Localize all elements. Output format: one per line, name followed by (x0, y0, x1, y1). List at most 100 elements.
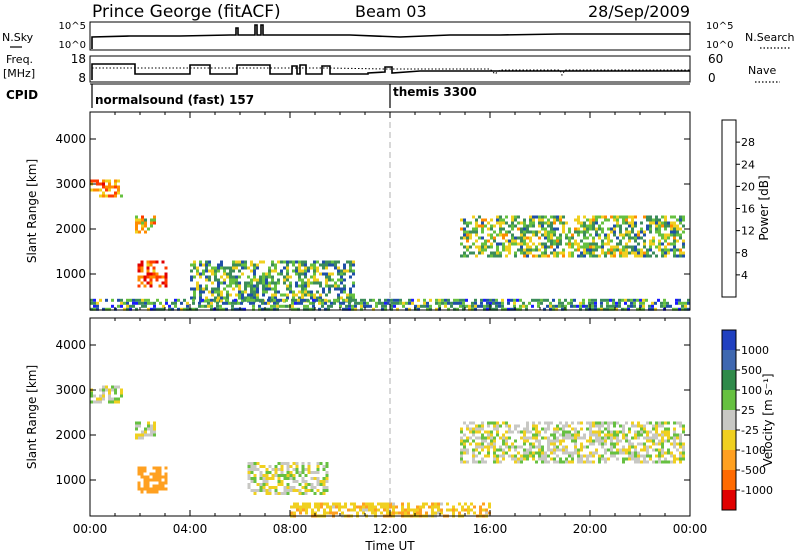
velocity-echo-cell (679, 439, 682, 443)
power-echo-cell (675, 301, 678, 305)
power-echo-cell (532, 224, 535, 228)
power-echo-cell (556, 236, 559, 240)
velocity-echo-cell (322, 480, 326, 483)
velocity-echo-cell (502, 451, 505, 455)
power-echo-cell (250, 284, 253, 288)
power-echo-cell (289, 284, 292, 288)
power-echo-cell (519, 304, 522, 308)
power-echo-cell (520, 245, 523, 249)
power-echo-cell (402, 304, 405, 308)
power-echo-cell (96, 188, 99, 192)
velocity-echo-cell (646, 451, 649, 455)
power-echo-cell (660, 301, 663, 305)
velocity-echo-cell (296, 505, 299, 509)
power-echo-cell (631, 215, 634, 219)
velocity-echo-cell (535, 427, 538, 431)
power-echo-cell (298, 284, 301, 288)
power-echo-cell (655, 245, 658, 249)
power-echo-cell (471, 304, 474, 308)
power-echo-cell (655, 218, 658, 222)
velocity-echo-cell (664, 451, 667, 455)
power-echo-cell (649, 215, 652, 219)
power-echo-cell (241, 296, 244, 300)
power-echo-cell (544, 215, 547, 219)
velocity-echo-cell (670, 451, 673, 455)
velocity-echo-cell (676, 433, 679, 437)
power-echo-cell (589, 218, 592, 222)
power-echo-cell (276, 298, 279, 302)
power-echo-cell (273, 298, 276, 302)
velocity-echo-cell (613, 442, 616, 446)
power-echo-cell (306, 307, 309, 311)
power-echo-cell (321, 304, 324, 308)
velocity-echo-cell (586, 454, 589, 458)
velocity-echo-cell (150, 430, 153, 434)
power-echo-cell (576, 304, 579, 308)
velocity-echo-cell (652, 427, 655, 431)
velocity-echo-cell (598, 433, 601, 437)
power-echo-cell (202, 290, 205, 294)
velocity-echo-cell (523, 448, 526, 452)
power-echo-cell (202, 287, 205, 291)
power-echo-cell (622, 233, 625, 237)
power-echo-cell (529, 218, 532, 222)
velocity-echo-cell (431, 508, 434, 512)
velocity-echo-cell (147, 421, 150, 425)
velocity-echo-cell (532, 427, 535, 431)
power-echo-cell (460, 242, 463, 246)
velocity-echo-cell (589, 430, 592, 434)
power-echo-cell (381, 307, 384, 311)
power-echo-cell (637, 230, 640, 234)
velocity-echo-cell (316, 477, 320, 480)
power-echo-cell (164, 266, 168, 270)
power-echo-cell (624, 301, 627, 305)
velocity-echo-cell (479, 508, 482, 512)
power-echo-cell (253, 275, 256, 279)
velocity-echo-cell (99, 394, 102, 398)
velocity-echo-cell (538, 442, 541, 446)
velocity-echo-cell (292, 468, 296, 471)
velocity-echo-cell (586, 439, 589, 443)
velocity-echo-cell (158, 472, 162, 476)
velocity-echo-cell (463, 448, 466, 452)
power-echo-cell (262, 272, 265, 276)
power-echo-cell (523, 236, 526, 240)
power-echo-cell (318, 298, 321, 302)
velocity-echo-cell (667, 427, 670, 431)
power-echo-cell (463, 254, 466, 258)
velocity-echo-cell (493, 439, 496, 443)
power-echo-cell (622, 236, 625, 240)
power-echo-cell (214, 278, 217, 282)
power-echo-cell (193, 293, 196, 297)
power-echo-cell (262, 281, 265, 285)
velocity-echo-cell (332, 502, 335, 506)
power-echo-cell (556, 245, 559, 249)
power-echo-cell (220, 296, 223, 300)
time-tick-label: 04:00 (173, 522, 208, 536)
velocity-echo-cell (440, 502, 443, 506)
velocity-echo-cell (640, 430, 643, 434)
velocity-echo-cell (607, 424, 610, 428)
power-echo-cell (516, 298, 519, 302)
velocity-echo-cell (535, 439, 538, 443)
velocity-echo-cell (323, 508, 326, 512)
power-echo-cell (411, 298, 414, 302)
velocity-echo-cell (646, 430, 649, 434)
power-echo-cell (678, 307, 681, 311)
velocity-echo-cell (538, 439, 541, 443)
power-echo-cell (238, 275, 241, 279)
velocity-echo-cell (529, 430, 532, 434)
velocity-echo-cell (559, 433, 562, 437)
power-echo-cell (603, 298, 606, 302)
power-echo-cell (96, 179, 99, 183)
power-echo-cell (262, 293, 265, 297)
velocity-echo-cell (598, 430, 601, 434)
velocity-echo-cell (319, 462, 323, 465)
power-echo-cell (313, 281, 316, 285)
velocity-echo-cell (574, 445, 577, 449)
power-echo-cell (577, 227, 580, 231)
power-echo-cell (126, 307, 129, 311)
power-echo-cell (250, 296, 253, 300)
power-echo-cell (466, 221, 469, 225)
power-echo-cell (162, 307, 165, 311)
